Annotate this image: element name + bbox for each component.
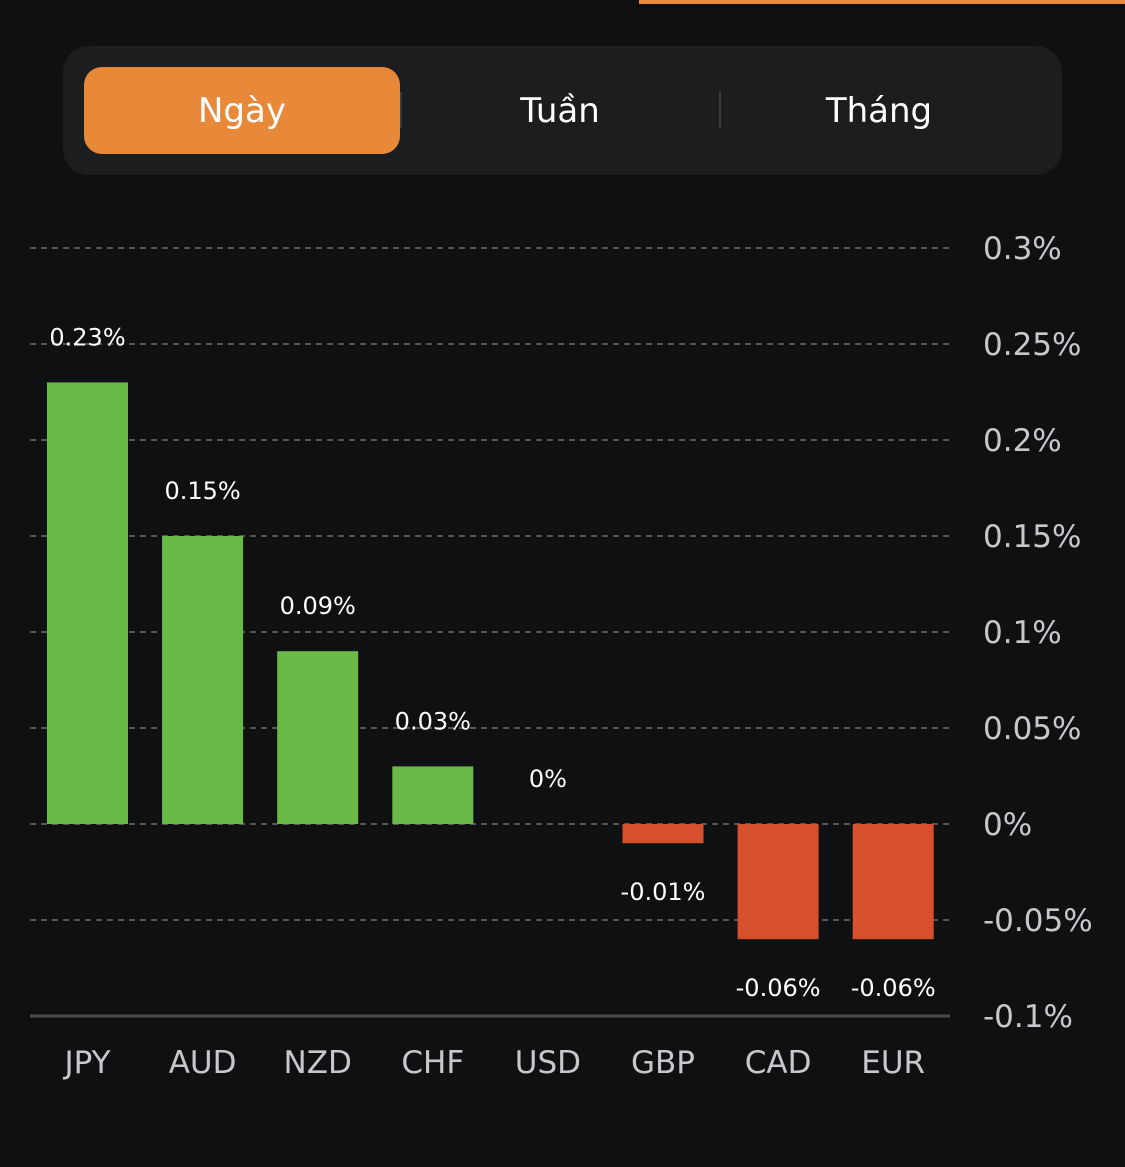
- bar-cad[interactable]: [737, 824, 819, 940]
- y-tick-label: 0.1%: [983, 615, 1062, 651]
- y-tick-label: 0%: [983, 807, 1032, 843]
- data-label-aud: 0.15%: [164, 477, 240, 505]
- top-tab-indicator: [639, 0, 1125, 4]
- y-tick-label: 0.05%: [983, 711, 1081, 747]
- tab-day[interactable]: Ngày: [84, 67, 400, 154]
- data-label-jpy: 0.23%: [49, 323, 125, 351]
- bar-aud[interactable]: [162, 536, 244, 824]
- x-tick-label-jpy: JPY: [62, 1045, 110, 1081]
- data-label-nzd: 0.09%: [280, 592, 356, 620]
- bars: [47, 382, 934, 940]
- x-tick-label-chf: CHF: [401, 1045, 464, 1081]
- y-tick-label: -0.05%: [983, 903, 1093, 939]
- data-label-gbp: -0.01%: [621, 878, 706, 906]
- bar-nzd[interactable]: [277, 651, 359, 824]
- period-segmented-control: Ngày Tuần Tháng: [63, 46, 1062, 175]
- tab-month[interactable]: Tháng: [825, 90, 933, 131]
- y-axis-ticks: 0.3% 0.25% 0.2% 0.15% 0.1% 0.05% 0% -0.05% -0.1%: [983, 231, 1093, 1035]
- data-label-cad: -0.06%: [736, 974, 821, 1002]
- segment-divider: [400, 92, 402, 128]
- bar-chf[interactable]: [392, 766, 474, 824]
- bar-gbp[interactable]: [622, 824, 704, 844]
- gridlines: [30, 247, 950, 1018]
- bar-eur[interactable]: [852, 824, 934, 940]
- x-tick-label-eur: EUR: [861, 1045, 925, 1081]
- segment-divider: [719, 92, 721, 128]
- data-label-chf: 0.03%: [395, 707, 471, 735]
- bar-jpy[interactable]: [47, 382, 128, 824]
- tab-week[interactable]: Tuần: [520, 90, 600, 131]
- y-tick-label: 0.3%: [983, 231, 1062, 267]
- x-axis-ticks: JPY AUD NZD CHF USD GBP CAD EUR: [62, 1045, 925, 1081]
- x-tick-label-cad: CAD: [745, 1045, 812, 1081]
- y-tick-label: -0.1%: [983, 999, 1073, 1035]
- x-tick-label-usd: USD: [515, 1045, 581, 1081]
- y-tick-label: 0.2%: [983, 423, 1062, 459]
- data-labels: 0.23% 0.15% 0.09% 0.03% 0% -0.01% -0.06% -0.06%: [49, 323, 935, 1002]
- x-tick-label-gbp: GBP: [631, 1045, 695, 1081]
- data-label-eur: -0.06%: [851, 974, 936, 1002]
- y-tick-label: 0.15%: [983, 519, 1081, 555]
- y-tick-label: 0.25%: [983, 327, 1081, 363]
- x-tick-label-aud: AUD: [169, 1045, 237, 1081]
- x-tick-label-nzd: NZD: [284, 1045, 352, 1081]
- data-label-usd: 0%: [529, 765, 567, 793]
